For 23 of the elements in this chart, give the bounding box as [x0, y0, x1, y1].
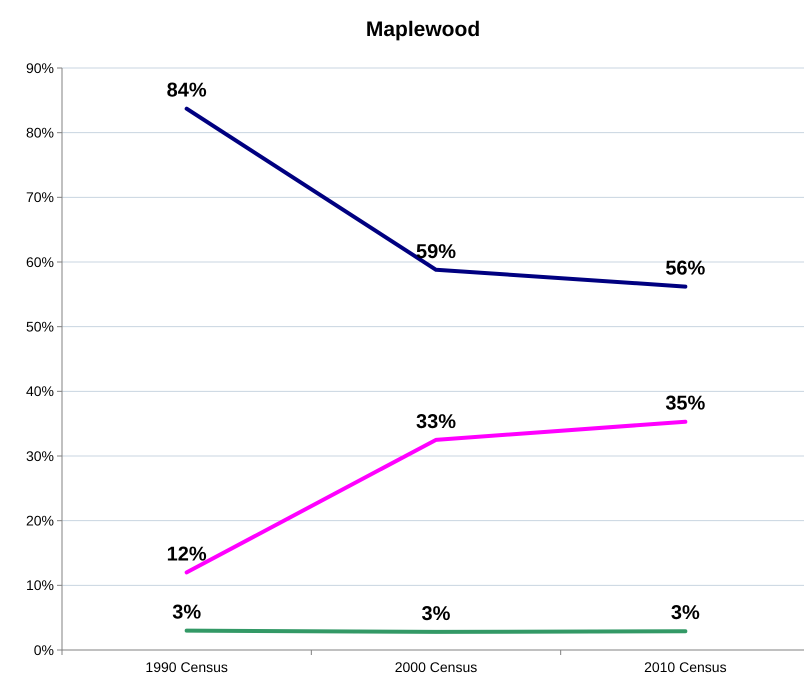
x-tick-label: 1990 Census — [145, 659, 228, 675]
data-label: 84% — [166, 80, 207, 102]
y-tick-label: 90% — [26, 60, 54, 76]
y-tick-label: 50% — [26, 318, 54, 335]
data-label: 12% — [166, 543, 207, 566]
y-tick-label: 20% — [26, 512, 54, 529]
data-label: 33% — [416, 410, 456, 433]
y-tick-label: 70% — [26, 189, 54, 206]
y-tick-label: 80% — [26, 124, 54, 141]
chart-title: Maplewood — [366, 18, 480, 41]
y-tick-label: 40% — [26, 383, 54, 400]
data-label: 56% — [665, 258, 706, 280]
y-tick-label: 60% — [26, 254, 54, 270]
data-label: 3% — [172, 602, 202, 624]
data-label: 35% — [665, 392, 706, 415]
y-tick-label: 10% — [26, 577, 54, 594]
data-label: 59% — [416, 240, 456, 263]
data-label: 3% — [422, 602, 451, 625]
y-tick-label: 30% — [26, 448, 54, 464]
y-tick-label: 0% — [34, 642, 54, 658]
x-tick-label: 2010 Census — [644, 659, 727, 675]
data-label: 3% — [670, 602, 700, 624]
x-tick-label: 2000 Census — [394, 659, 478, 675]
